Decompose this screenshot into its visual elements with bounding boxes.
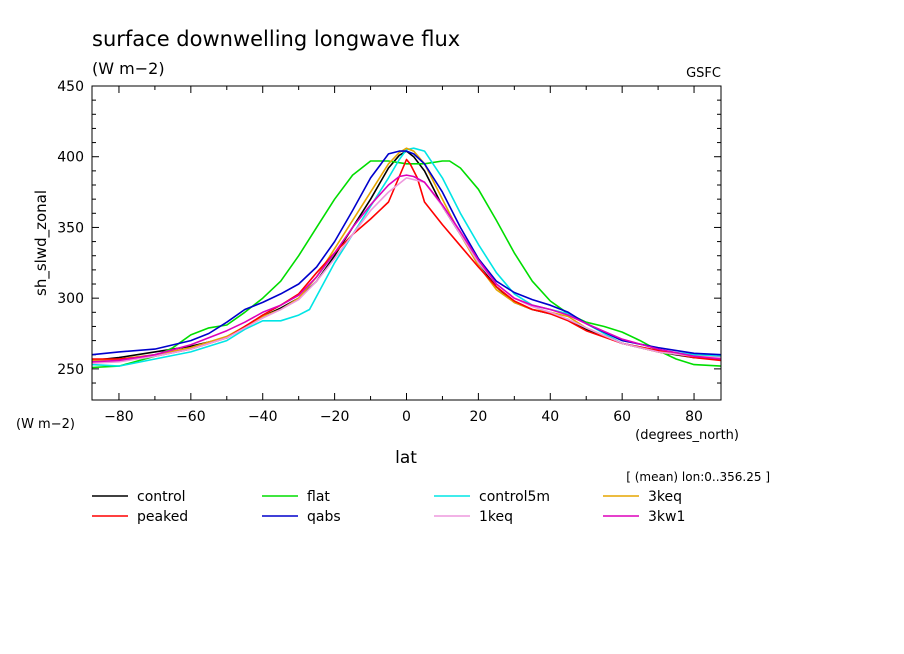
series-line-control5m <box>91 147 722 367</box>
legend-label: peaked <box>137 509 188 525</box>
y-tick-label: 400 <box>57 150 84 166</box>
legend: control flat control5m 3keq peaked qabs 1keq 3k… <box>92 489 685 525</box>
x-axis-units: (degrees_north) <box>635 428 739 443</box>
x-tick-label: 80 <box>685 409 703 425</box>
plot-frame <box>91 85 722 401</box>
x-tick-label: 60 <box>613 409 631 425</box>
source-label: GSFC <box>686 66 721 81</box>
y-tick-label: 250 <box>57 362 84 378</box>
averaging-note: [ (mean) lon:0..356.25 ] <box>626 470 770 484</box>
y-tick-label: 300 <box>57 291 84 307</box>
x-tick-label: 0 <box>402 409 411 425</box>
y-axis-label: sh_slwd_zonal <box>32 190 51 296</box>
x-tick-label: −80 <box>104 409 134 425</box>
series-layer <box>91 147 722 369</box>
series-line-3kw1 <box>91 174 722 363</box>
chart-subtitle-units: (W m−2) <box>92 59 165 78</box>
legend-label: flat <box>307 489 330 505</box>
series-line-3keq <box>91 147 722 362</box>
y-tick-label: 350 <box>57 220 84 236</box>
legend-label: 1keq <box>479 509 513 525</box>
series-line-qabs <box>91 150 722 356</box>
series-line-peaked <box>92 158 722 362</box>
x-tick-label: −40 <box>248 409 278 425</box>
legend-label: 3kw1 <box>648 509 685 525</box>
x-tick-label: −20 <box>320 409 350 425</box>
y-tick-label: 450 <box>57 79 84 95</box>
legend-label: control5m <box>479 489 550 505</box>
legend-label: qabs <box>307 509 341 525</box>
x-tick-label: 40 <box>541 409 559 425</box>
chart-title: surface downwelling longwave flux <box>92 27 460 51</box>
x-axis-label: lat <box>395 448 417 468</box>
legend-label: control <box>137 489 186 505</box>
y-axis-units: (W m−2) <box>16 417 75 432</box>
series-line-1keq <box>91 177 722 364</box>
series-line-control <box>91 150 722 362</box>
axis-ticks: −80 −60 −40 −20 0 20 40 60 80 250 300 350 400 450 <box>57 79 721 425</box>
series-line-flat <box>91 160 722 369</box>
x-tick-label: −60 <box>176 409 206 425</box>
x-tick-label: 20 <box>469 409 487 425</box>
legend-label: 3keq <box>648 489 682 505</box>
